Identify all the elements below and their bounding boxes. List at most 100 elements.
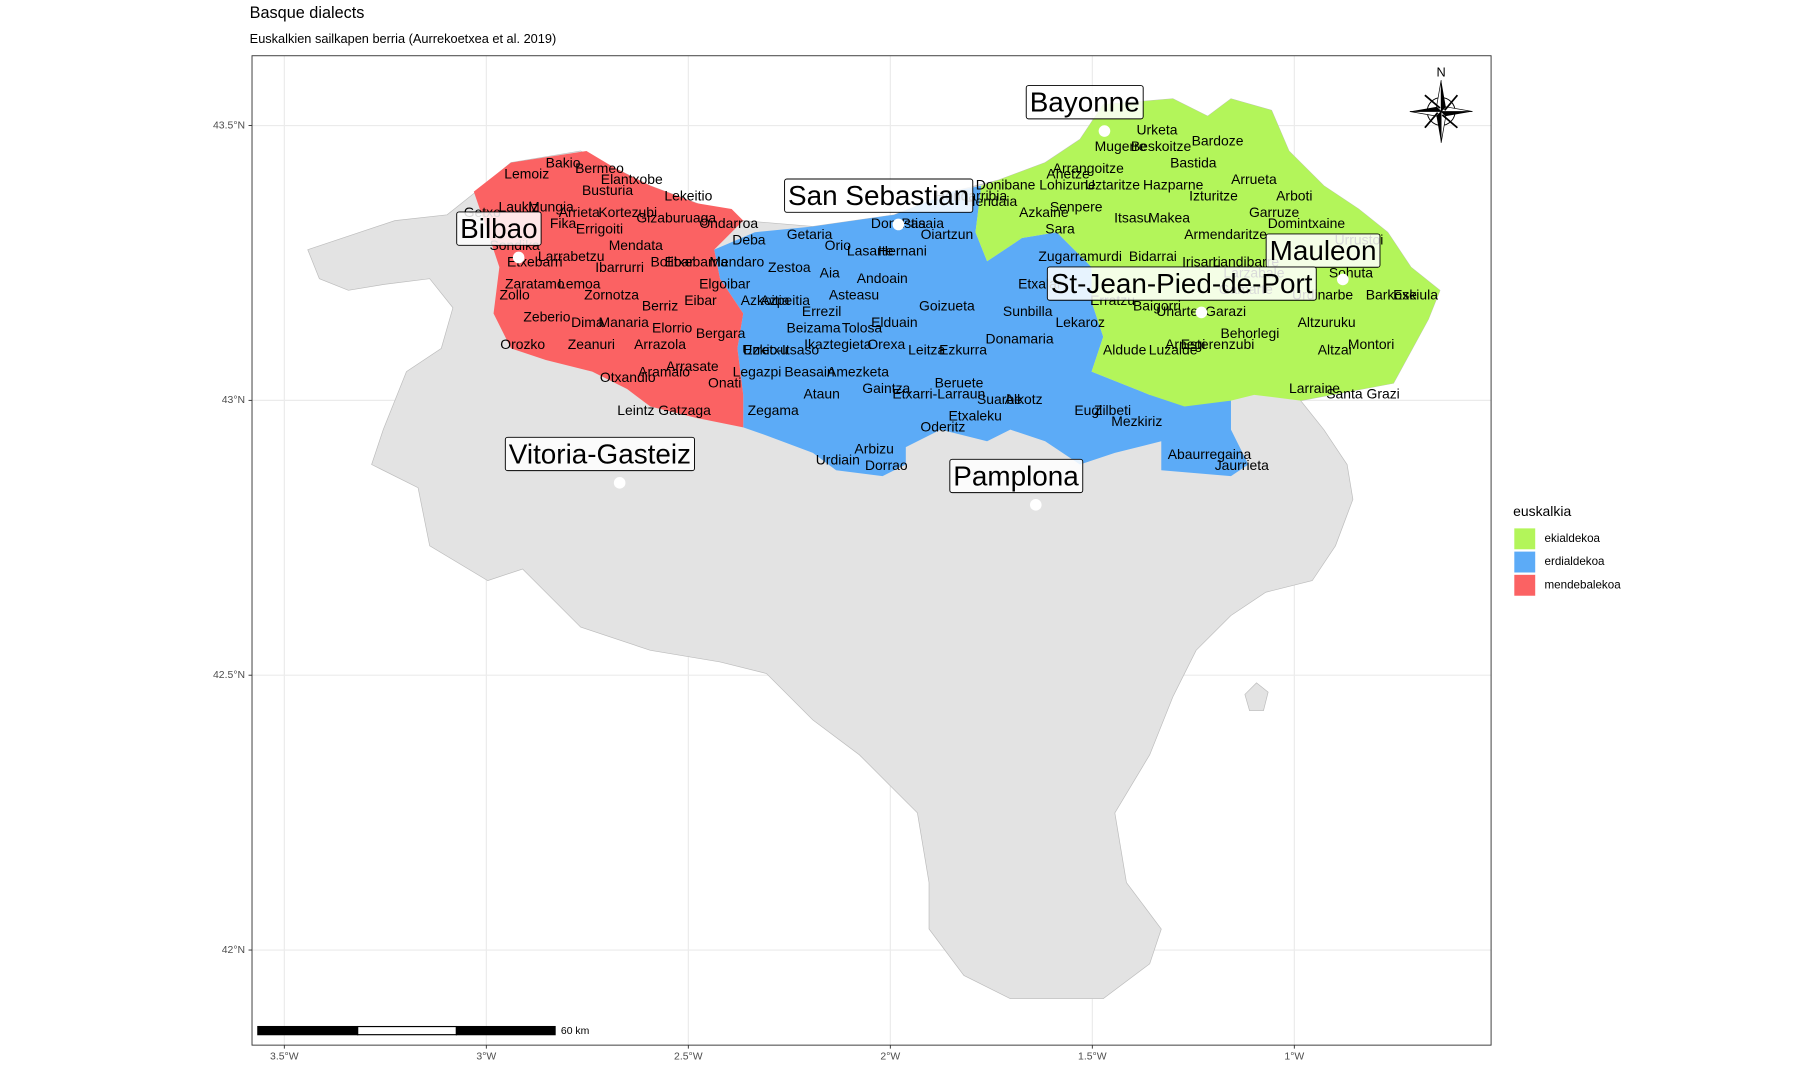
city-point bbox=[1337, 273, 1349, 286]
city-point bbox=[1029, 499, 1042, 511]
legend-label: mendebalekoa bbox=[1545, 578, 1622, 591]
place-label: Etxebarria bbox=[665, 254, 729, 270]
place-label: Eugi bbox=[1074, 402, 1102, 418]
place-label: Altzai bbox=[1318, 342, 1352, 358]
place-label: Azkaine bbox=[1019, 204, 1069, 220]
y-tick-label: 42.5°N bbox=[213, 670, 245, 681]
place-label: Gaintza bbox=[862, 380, 910, 396]
compass-diagonals bbox=[1424, 94, 1459, 129]
place-label: Garazi bbox=[1205, 303, 1246, 319]
place-label: Leintz Gatzaga bbox=[617, 402, 711, 418]
place-label: Hernani bbox=[878, 243, 927, 259]
x-tick-label: 2.5°W bbox=[674, 1052, 703, 1063]
place-label: Arbizu bbox=[854, 441, 893, 457]
city-point bbox=[512, 251, 525, 264]
place-label: Elgoibar bbox=[699, 276, 750, 292]
regions bbox=[307, 98, 1441, 1000]
scale-segment bbox=[257, 1025, 359, 1036]
subtitle: Euskalkien sailkapen berria (Aurrekoetxe… bbox=[250, 31, 557, 46]
place-label: Sara bbox=[1045, 221, 1075, 237]
place-label: Arnegi bbox=[1165, 336, 1205, 352]
place-label: Onati bbox=[708, 375, 741, 391]
place-label: Asteasu bbox=[829, 287, 879, 303]
x-tick-label: 3.5°W bbox=[270, 1052, 299, 1063]
place-label: Zegama bbox=[748, 402, 799, 418]
place-label: Mendata bbox=[609, 237, 663, 253]
place-label: Mendaro bbox=[709, 254, 764, 270]
place-label: Aldude bbox=[1103, 342, 1147, 358]
legend-key bbox=[1514, 574, 1536, 596]
x-tick-label: 1°W bbox=[1284, 1052, 1304, 1063]
place-label: Altzuruku bbox=[1298, 314, 1356, 330]
city-label: Vitoria-Gasteiz bbox=[509, 438, 691, 469]
city-point bbox=[1098, 125, 1111, 137]
place-label: Oiartzun bbox=[921, 226, 974, 242]
place-label: Legazpi bbox=[733, 364, 782, 380]
scale-segment bbox=[455, 1025, 556, 1036]
legend-key bbox=[1514, 551, 1536, 573]
place-label: Jaurrieta bbox=[1215, 457, 1269, 473]
place-label: Donibane Lohizune bbox=[976, 177, 1096, 193]
place-label: Ataun bbox=[803, 386, 839, 402]
place-label: Beskoitze bbox=[1131, 138, 1192, 154]
place-label: Bakio bbox=[546, 155, 581, 171]
city-label: Mauleon bbox=[1270, 235, 1377, 266]
place-label: Uharte bbox=[1156, 303, 1198, 319]
place-label: Sunbilla bbox=[1003, 303, 1053, 319]
place-label: Itsasu bbox=[1114, 210, 1151, 226]
place-label: Eskiula bbox=[1393, 287, 1438, 303]
legend-title: euskalkia bbox=[1513, 503, 1571, 519]
place-label: Lemoiz bbox=[504, 166, 549, 182]
place-label: Amezketa bbox=[827, 364, 889, 380]
place-label: Orio bbox=[825, 237, 852, 253]
place-label: Ikaztegieta bbox=[804, 336, 872, 352]
scale-segment bbox=[357, 1025, 457, 1036]
place-label: Luzaide bbox=[1149, 342, 1198, 358]
place-label: Etxaleku bbox=[948, 408, 1001, 424]
place-label: Laukiz bbox=[499, 199, 539, 215]
axes: 3.5°W 3°W 2.5°W 2°W 1.5°W 1°W 42°N 42.5°N 43°N 43… bbox=[213, 120, 1304, 1062]
place-label: Uztaritze bbox=[1085, 177, 1140, 193]
city-label: Bayonne bbox=[1030, 87, 1140, 118]
x-tick-label: 2°W bbox=[880, 1052, 900, 1063]
place-label: Zeberio bbox=[523, 309, 570, 325]
y-tick-label: 43.5°N bbox=[213, 120, 245, 131]
place-label: Ondarroa bbox=[699, 215, 758, 231]
place-label: Dima bbox=[571, 314, 604, 330]
place-label: Ahetze bbox=[1046, 166, 1090, 182]
region-ekialdekoa bbox=[975, 98, 1440, 407]
place-label: Bardoze bbox=[1192, 133, 1244, 149]
place-label: Azkoitia bbox=[741, 292, 790, 308]
place-label: Bermeo bbox=[575, 160, 624, 176]
place-label: Manaria bbox=[599, 314, 650, 330]
place-label: Elorrio bbox=[652, 320, 692, 336]
city-point bbox=[613, 477, 626, 489]
land-island bbox=[1244, 682, 1269, 712]
place-label: Lasarte bbox=[847, 243, 894, 259]
place-label: Arrieta bbox=[559, 204, 600, 220]
place-label: Kortezubi bbox=[598, 204, 657, 220]
place-label: Hendaia bbox=[965, 193, 1017, 209]
region-erdialdekoa bbox=[714, 185, 1249, 477]
place-label: Beizama bbox=[786, 320, 840, 336]
legend: euskalkia ekialdekoa erdialdekoa mendebalek… bbox=[1513, 503, 1621, 596]
place-label: Ibarrurri bbox=[595, 259, 644, 275]
place-label: Alkotz bbox=[1005, 391, 1043, 407]
place-label: Larrabetzu bbox=[538, 248, 605, 264]
place-label: Deba bbox=[732, 232, 766, 248]
place-label: Leitza bbox=[908, 342, 945, 358]
place-label: Suarbe bbox=[977, 391, 1022, 407]
x-tick-label: 3°W bbox=[476, 1052, 496, 1063]
place-label: Arboti bbox=[1276, 188, 1312, 204]
place-label: Esterenzubi bbox=[1181, 336, 1255, 352]
place-label: Behorlegi bbox=[1220, 325, 1279, 341]
place-label: Lemoa bbox=[558, 276, 601, 292]
panel-border bbox=[251, 55, 1492, 1046]
place-label: Montori bbox=[1348, 336, 1394, 352]
place-label: Errezil bbox=[802, 303, 841, 319]
scale-bar: 60 km bbox=[257, 1025, 589, 1037]
place-label: Aramaio bbox=[638, 364, 690, 380]
place-label: Zilbeti bbox=[1094, 402, 1131, 418]
place-label: Elantxobe bbox=[601, 171, 663, 187]
place-label: Getaria bbox=[787, 226, 833, 242]
